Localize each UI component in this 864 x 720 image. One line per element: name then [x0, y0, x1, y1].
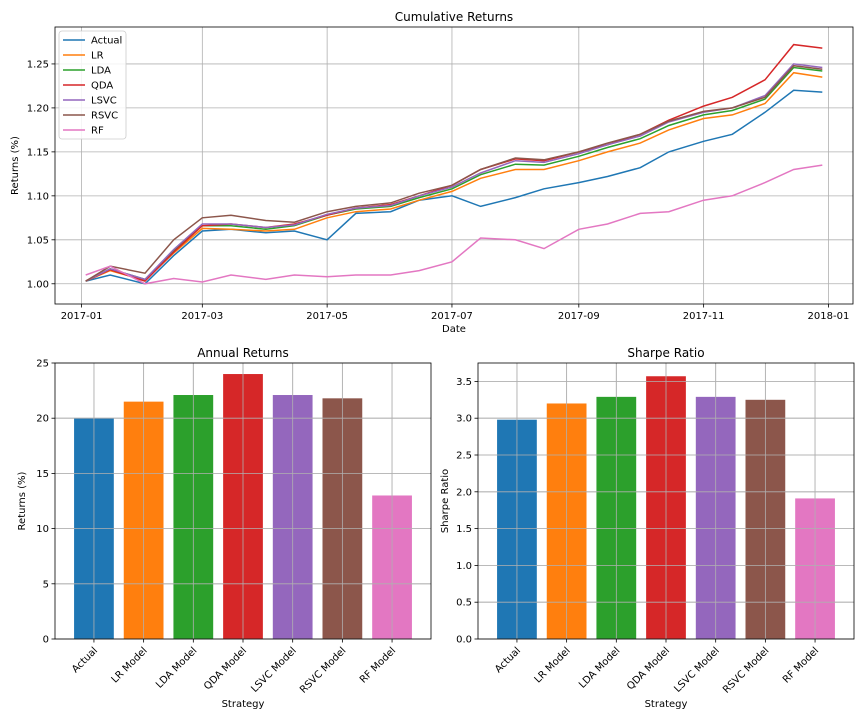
x-tick-label: RF Model	[781, 645, 821, 685]
y-tick-label: 2.5	[456, 451, 472, 462]
x-tick-label: LDA Model	[577, 645, 622, 690]
legend-label: RSVC	[91, 111, 118, 122]
legend: Actual LR LDA QDA LSVC RSVC RF	[58, 30, 127, 140]
x-tick-label: 2017-11	[683, 311, 725, 322]
series-line-rsvc	[85, 64, 823, 282]
y-axis-label: Returns (%)	[17, 471, 28, 530]
x-tick-label: LSVC Model	[672, 645, 721, 694]
x-tick-label: Actual	[493, 645, 523, 675]
plot-frame	[54, 26, 854, 305]
legend-label: QDA	[91, 81, 113, 92]
y-tick-label: 5	[43, 579, 49, 590]
x-tick-label: QDA Model	[625, 645, 672, 692]
legend-box	[58, 30, 127, 140]
x-tick-label: 2017-03	[181, 311, 223, 322]
y-axis-label: Sharpe Ratio	[440, 469, 451, 533]
x-axis-label: Strategy	[645, 699, 688, 710]
y-tick-label: 0	[43, 635, 49, 646]
x-tick-label: LSVC Model	[249, 645, 298, 694]
x-tick-label: QDA Model	[202, 645, 249, 692]
y-tick-label: 1.0	[456, 561, 472, 572]
x-tick-label: 2017-07	[431, 311, 473, 322]
x-tick-label: RSVC Model	[298, 645, 348, 695]
x-tick-label: Actual	[70, 645, 100, 675]
x-axis-label: Date	[442, 324, 466, 335]
y-tick-label: 0.5	[456, 598, 472, 609]
series-line-lsvc	[85, 63, 823, 282]
legend-label: Actual	[91, 36, 122, 47]
series-line-actual	[85, 89, 823, 285]
y-tick-label: 1.25	[27, 59, 49, 70]
x-tick-label: 2018-01	[808, 311, 850, 322]
y-tick-label: 1.15	[27, 147, 49, 158]
x-tick-label: LR Model	[533, 645, 573, 685]
y-tick-label: 20	[36, 414, 49, 425]
y-tick-label: 1.00	[27, 279, 49, 290]
y-tick-label: 0.0	[456, 635, 472, 646]
x-tick-label: 2017-01	[61, 311, 103, 322]
series-line-rf	[85, 164, 823, 285]
x-axis-label: Strategy	[222, 699, 265, 710]
x-tick-label: RF Model	[358, 645, 398, 685]
y-tick-label: 1.5	[456, 524, 472, 535]
chart-title: Annual Returns	[197, 346, 289, 360]
y-tick-label: 1.10	[27, 191, 49, 202]
y-tick-label: 25	[36, 359, 49, 370]
y-axis-label: Returns (%)	[10, 136, 21, 195]
x-tick-label: 2017-09	[558, 311, 600, 322]
legend-label: LR	[91, 51, 104, 62]
chart-title: Sharpe Ratio	[627, 346, 704, 360]
y-tick-label: 2.0	[456, 487, 472, 498]
legend-label: LSVC	[91, 96, 117, 107]
legend-label: RF	[91, 126, 104, 137]
series-line-lr	[85, 71, 823, 282]
legend-label: LDA	[91, 66, 111, 77]
cumulative-returns-chart: 2017-01 2017-03 2017-05 2017-07 2017-09 2017-…	[10, 10, 854, 335]
bar-chart-annual-returns: 0 5 10 15 20 25 Actual LR Model LDA Model QDA Mod…	[17, 346, 432, 710]
y-tick-label: 1.05	[27, 235, 49, 246]
x-tick-label: LR Model	[110, 645, 150, 685]
x-tick-label: LDA Model	[154, 645, 199, 690]
x-tick-label: 2017-05	[306, 311, 348, 322]
series-line-qda	[85, 43, 823, 282]
y-tick-label: 15	[36, 469, 49, 480]
y-tick-label: 3.5	[456, 377, 472, 388]
x-tick-label: RSVC Model	[721, 645, 771, 695]
bar-chart-sharpe-ratio: 0.0 0.5 1.0 1.5 2.0 2.5 3.0 3.5 Actual LR Model LD…	[440, 346, 855, 710]
y-tick-label: 10	[36, 524, 49, 535]
series-line-lda	[85, 66, 823, 282]
chart-title: Cumulative Returns	[395, 10, 513, 24]
y-tick-label: 3.0	[456, 414, 472, 425]
y-tick-label: 1.20	[27, 103, 49, 114]
